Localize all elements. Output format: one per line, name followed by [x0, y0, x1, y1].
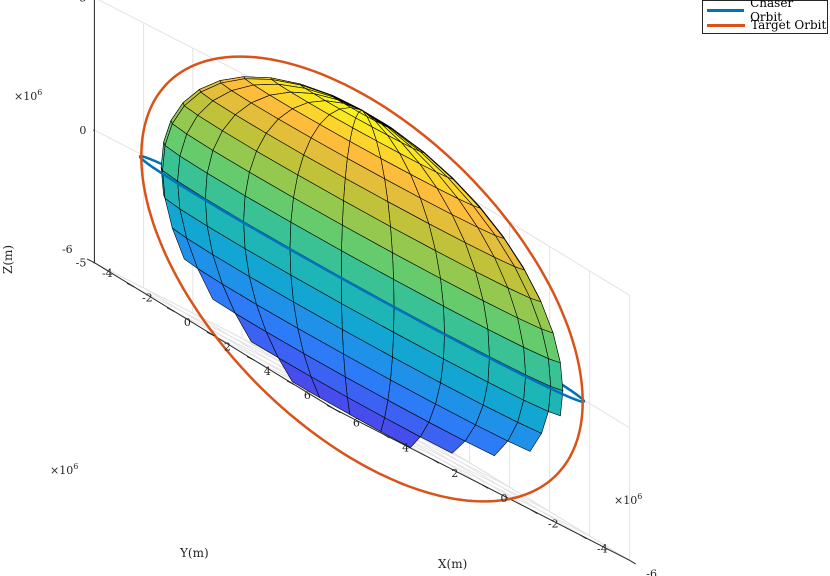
x-tick-label: -2 — [142, 292, 153, 305]
x-exponent-label: ×106 — [614, 492, 642, 507]
y-tick — [530, 509, 538, 514]
orbit-chaser-segment — [500, 363, 585, 404]
orbit-chaser-segment — [138, 154, 504, 366]
z-tick-label: 0 — [79, 124, 86, 137]
y-exponent-label: ×106 — [50, 462, 78, 477]
legend-swatch-target — [707, 23, 745, 27]
x-tick — [286, 380, 295, 386]
y-tick-label: -6 — [646, 568, 657, 576]
x-tick-label: 2 — [224, 340, 231, 353]
y-tick — [580, 534, 587, 540]
y-axis-label: Y(m) — [179, 546, 209, 560]
y-tick-label: -2 — [548, 517, 559, 530]
y-tick-label: 6 — [353, 417, 360, 430]
legend-item-chaser: Chaser Orbit — [707, 0, 827, 24]
legend-label-chaser: Chaser Orbit — [750, 0, 794, 24]
orbit-target-segment — [140, 155, 584, 503]
sphere-layer — [160, 76, 564, 457]
x-axis-label: X(m) — [438, 557, 467, 571]
y-tick-label: -4 — [597, 543, 608, 556]
y-tick-label: 0 — [501, 492, 508, 505]
y-tick-label: 2 — [451, 467, 458, 480]
x-tick — [326, 404, 335, 410]
x-tick — [166, 307, 175, 312]
x-tick-label: -4 — [102, 267, 113, 280]
y-tick — [481, 484, 489, 489]
legend-label-target: Target Orbit — [751, 18, 827, 32]
y-tick-label: 4 — [402, 442, 409, 455]
z-axis-label: Z(m) — [1, 245, 15, 274]
x-tick — [126, 282, 135, 288]
orbit-front-layer — [138, 154, 585, 503]
x-tick — [246, 356, 255, 361]
x-tick-label: -6 — [62, 243, 73, 256]
x-tick-label: 4 — [264, 365, 271, 378]
z-tick-label: -5 — [76, 257, 87, 270]
sphere-patch — [293, 301, 344, 355]
x-tick-label: 6 — [304, 389, 311, 402]
orbit-target-segment — [140, 55, 584, 403]
y-tick — [383, 433, 390, 439]
x-tick-label: 0 — [184, 316, 191, 329]
y-tick — [334, 408, 341, 414]
legend-swatch-chaser — [707, 8, 745, 12]
z-tick-label: 5 — [79, 0, 86, 5]
y-tick — [629, 559, 636, 565]
z-exponent-label: ×106 — [14, 88, 42, 103]
legend-item-target: Target Orbit — [707, 18, 826, 32]
x-tick — [206, 331, 215, 337]
tick-layer: -6 -4 -2 0 2 4 6 -6 -4 -2 0 2 4 6 -5 0 5 — [62, 0, 657, 576]
legend: Chaser Orbit Target Orbit — [702, 0, 828, 34]
x-tick — [86, 258, 95, 264]
y-tick — [432, 459, 440, 464]
